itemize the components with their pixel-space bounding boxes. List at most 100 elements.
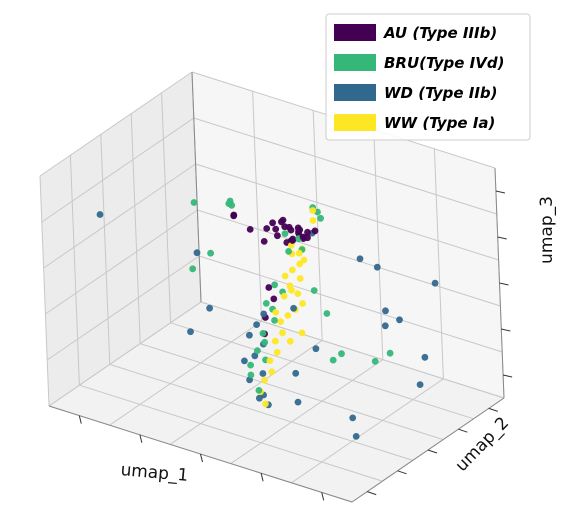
data-point <box>230 212 238 220</box>
data-point <box>312 345 320 353</box>
y-tick <box>367 491 377 496</box>
legend-swatch-bru <box>334 54 376 71</box>
floor-grid-line <box>230 359 384 465</box>
legend-swatch-ww <box>334 114 376 131</box>
data-point <box>261 338 269 346</box>
data-point <box>284 312 292 319</box>
data-point <box>266 357 274 364</box>
back-wall-grid-line <box>195 163 499 261</box>
data-point <box>396 316 403 324</box>
data-point <box>309 217 317 224</box>
data-point <box>251 352 259 360</box>
back-wall-grid-line <box>433 148 444 379</box>
data-point <box>289 237 296 244</box>
data-point <box>273 348 281 356</box>
z-tick <box>495 190 506 194</box>
left-wall-grid-line <box>69 155 80 386</box>
data-point <box>296 260 304 268</box>
data-point <box>261 376 268 384</box>
data-point <box>259 330 267 337</box>
data-point <box>416 381 424 388</box>
floor-grid-line <box>140 343 444 441</box>
data-point <box>382 307 389 315</box>
axis-ticks <box>78 190 513 501</box>
y-tick <box>397 470 407 475</box>
data-point <box>381 322 389 330</box>
z-tick <box>499 282 509 286</box>
data-point <box>260 238 268 245</box>
data-point <box>270 295 278 303</box>
data-point <box>228 201 236 209</box>
back-wall-grid-line <box>373 129 384 360</box>
left-wall-grid-line <box>43 163 196 269</box>
data-point <box>246 226 254 233</box>
back-wall-grid-line <box>252 91 263 322</box>
left-wall-grid-line <box>130 113 141 344</box>
data-point <box>296 275 304 282</box>
left-wall-grid-line <box>45 209 198 315</box>
left-wall-grid-line <box>161 92 172 323</box>
data-point <box>281 272 289 280</box>
data-point <box>289 266 296 274</box>
data-point <box>349 414 357 422</box>
data-point <box>296 226 304 234</box>
back-wall-pane <box>192 72 504 398</box>
data-point <box>371 357 379 365</box>
data-point <box>207 249 215 257</box>
legend: AU (Type IIIb) BRU(Type IVd) WD (Type II… <box>325 13 531 141</box>
data-point <box>254 347 261 354</box>
floor-grid-line <box>291 378 444 484</box>
data-point <box>269 219 276 227</box>
data-point <box>279 329 286 337</box>
x-tick <box>260 473 264 482</box>
data-point <box>338 350 345 358</box>
legend-label-au: AU (Type IIIb) <box>383 24 497 42</box>
data-point <box>304 234 311 242</box>
data-point <box>262 400 269 408</box>
data-point <box>278 218 285 226</box>
data-point <box>285 248 292 255</box>
z-axis-label: umap_3 <box>537 196 557 264</box>
data-point <box>286 337 294 345</box>
legend-swatch-au <box>334 24 376 41</box>
data-point <box>285 223 293 231</box>
data-point <box>309 207 317 214</box>
data-point <box>329 356 337 364</box>
data-point <box>299 300 306 307</box>
data-point <box>263 225 271 232</box>
data-point <box>290 304 297 312</box>
z-tick <box>497 236 507 240</box>
data-point <box>304 228 311 236</box>
legend-swatch-wd <box>334 84 376 101</box>
data-point <box>262 300 270 307</box>
data-point <box>323 310 331 317</box>
floor-pane <box>49 302 504 502</box>
y-tick <box>488 407 498 412</box>
left-wall-pane <box>40 72 201 406</box>
back-wall-grid-line <box>312 110 323 341</box>
data-point <box>96 211 104 218</box>
data-point <box>189 265 197 273</box>
y-tick <box>458 428 468 433</box>
data-point <box>187 328 194 336</box>
z-tick <box>502 374 513 378</box>
data-point <box>274 232 281 240</box>
data-point <box>271 337 279 345</box>
data-point <box>421 353 429 361</box>
data-point <box>272 309 280 316</box>
z-tick <box>501 328 511 332</box>
left-wall-grid-line <box>100 134 111 365</box>
data-point <box>247 361 255 369</box>
floor-grid-line <box>169 339 323 445</box>
left-wall-grid-line <box>39 71 193 177</box>
floor-grid-line <box>170 322 474 420</box>
floor-grid-line <box>79 384 383 482</box>
data-point <box>356 255 364 263</box>
data-point <box>294 290 302 297</box>
x-tick <box>200 453 203 463</box>
legend-frame <box>325 13 531 141</box>
left-wall-grid-line <box>39 175 50 407</box>
data-point <box>265 284 273 291</box>
floor-grid-line <box>200 301 505 399</box>
legend-label-ww: WW (Type Ia) <box>384 114 495 132</box>
